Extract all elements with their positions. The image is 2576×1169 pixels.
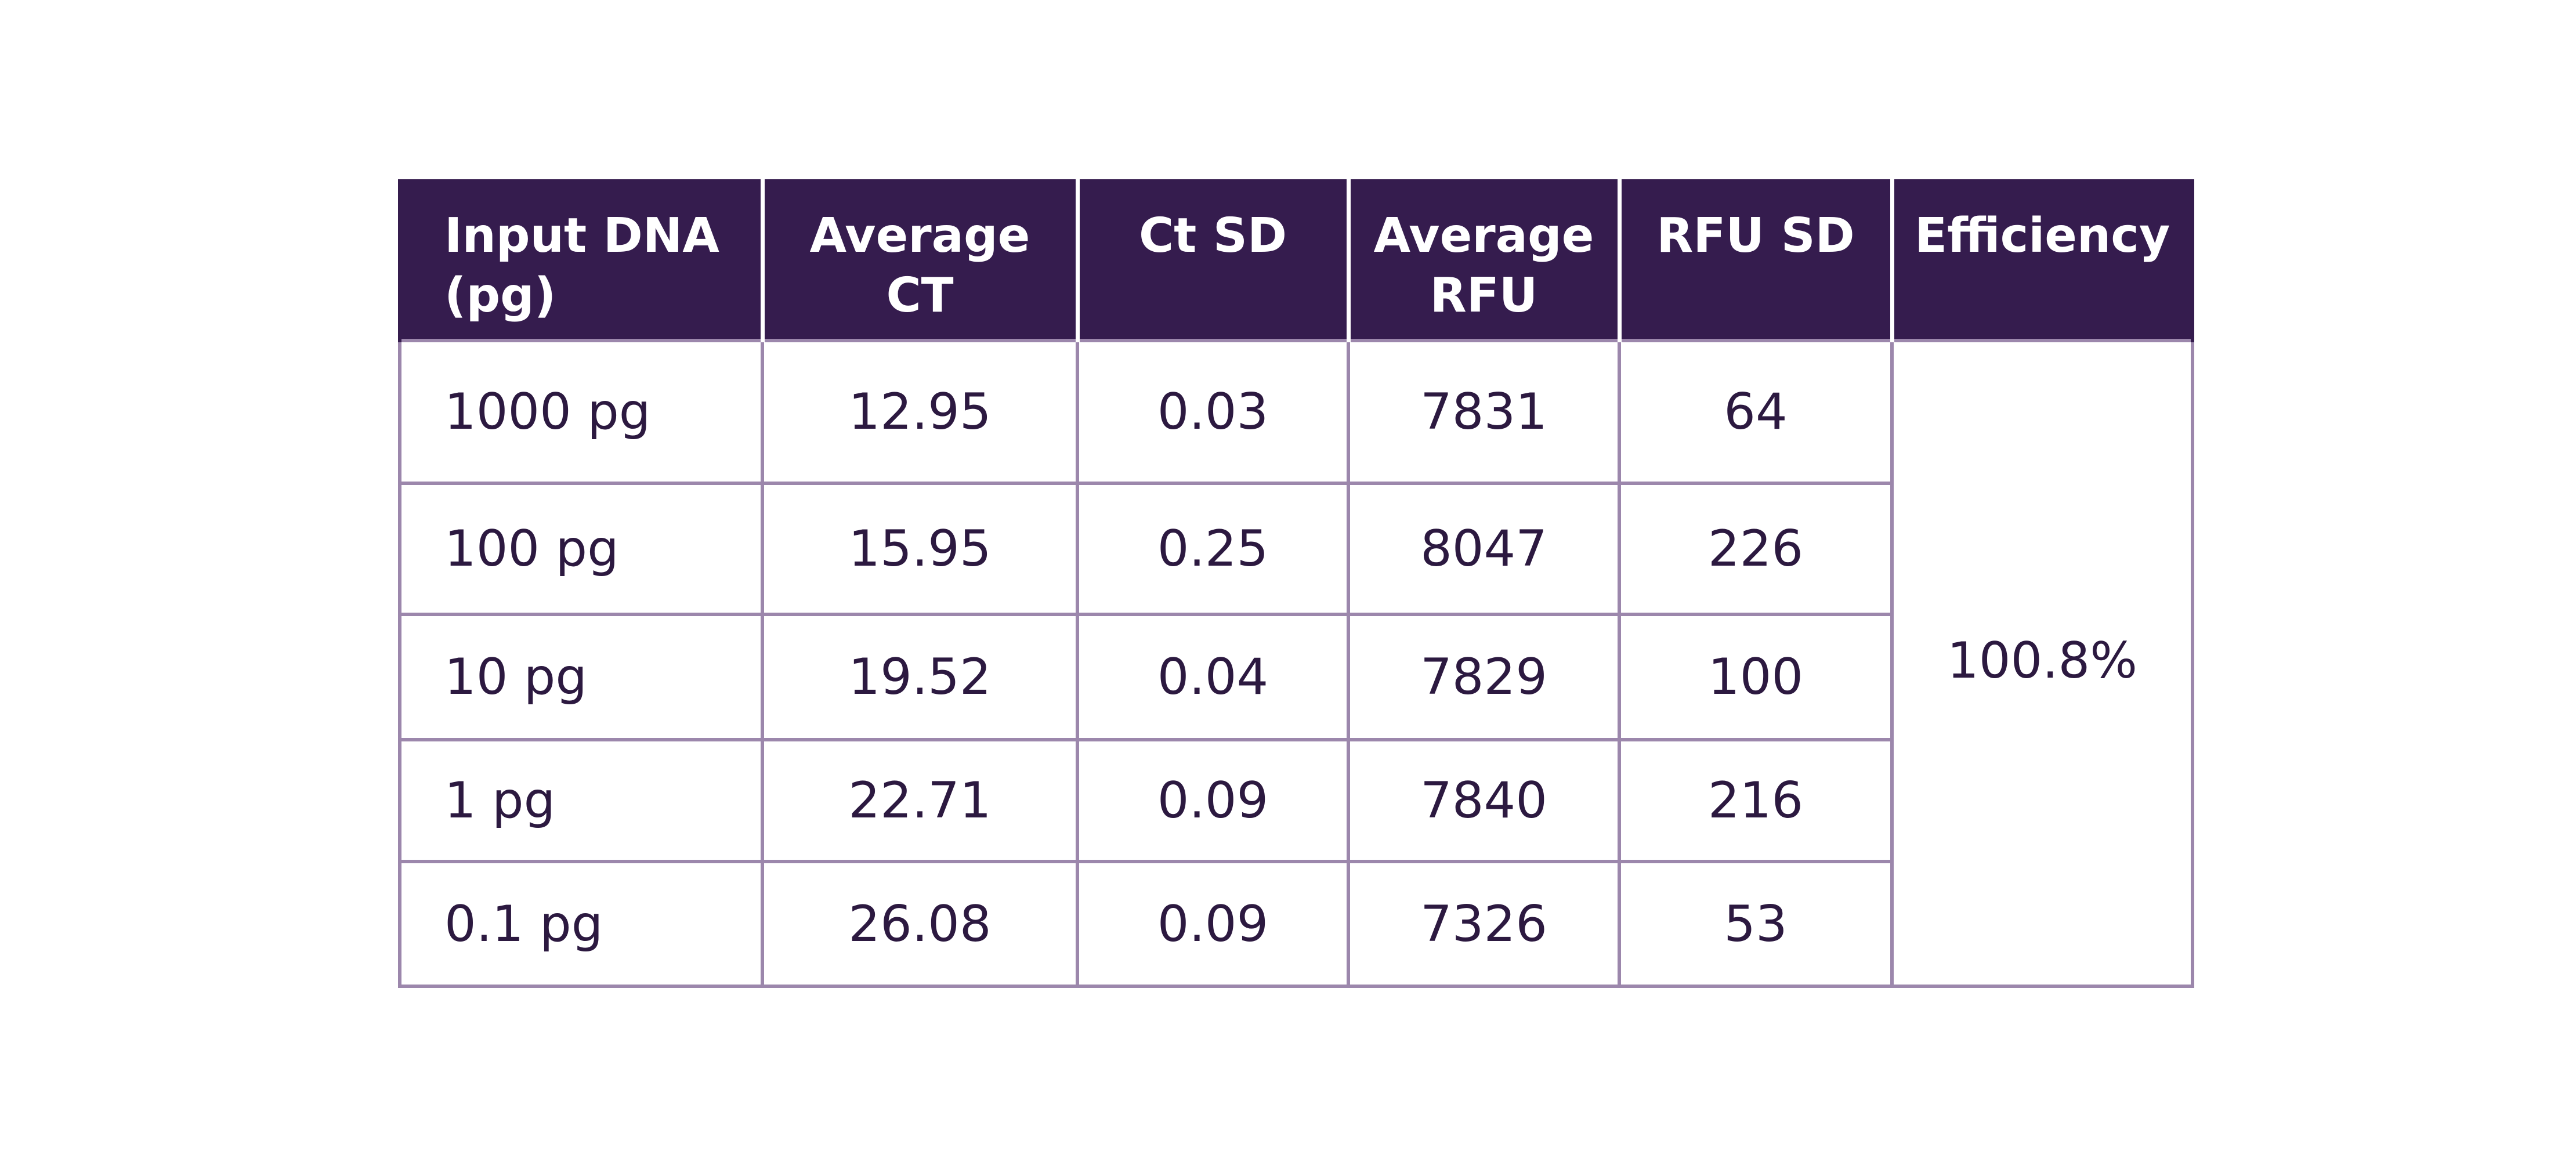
header-rfu-sd: RFU SD — [1617, 179, 1894, 341]
header-efficiency: Efficiency — [1890, 179, 2194, 341]
table-row: 0.1 pg 26.08 0.09 7326 53 — [398, 860, 2193, 988]
cell-efficiency: 100.8% — [1890, 339, 2194, 988]
cell-average-rfu: 7840 — [1347, 738, 1621, 863]
cell-average-ct: 12.95 — [761, 339, 1079, 485]
cell-input-dna: 10 pg — [398, 613, 764, 741]
cell-average-ct: 22.71 — [761, 738, 1079, 863]
cell-ct-sd: 0.04 — [1076, 613, 1350, 741]
cell-average-rfu: 7326 — [1347, 860, 1621, 988]
table-row: 10 pg 19.52 0.04 7829 100 — [398, 613, 2193, 741]
cell-input-dna: 0.1 pg — [398, 860, 764, 988]
cell-ct-sd: 0.25 — [1076, 482, 1350, 616]
table-row: 1000 pg 12.95 0.03 7831 64 100.8% — [398, 339, 2194, 988]
cell-average-ct: 26.08 — [761, 860, 1079, 988]
cell-average-rfu: 7831 — [1347, 339, 1621, 485]
cell-average-ct: 19.52 — [761, 613, 1079, 741]
cell-ct-sd: 0.03 — [1076, 339, 1350, 485]
cell-input-dna: 100 pg — [398, 482, 764, 616]
cell-rfu-sd: 64 — [1618, 339, 1894, 485]
table-header-row: Input DNA (pg) Average CT Ct SD Average … — [398, 179, 2194, 341]
results-table: Input DNA (pg) Average CT Ct SD Average … — [398, 179, 2194, 988]
table-row: 1 pg 22.71 0.09 7840 216 — [398, 738, 2193, 863]
cell-ct-sd: 0.09 — [1076, 738, 1350, 863]
cell-input-dna: 1 pg — [398, 738, 764, 863]
header-input-dna: Input DNA (pg) — [398, 179, 765, 341]
table-row: 100 pg 15.95 0.25 8047 226 — [398, 482, 2193, 616]
cell-rfu-sd: 216 — [1618, 738, 1894, 863]
header-average-rfu: Average RFU — [1346, 179, 1622, 341]
cell-ct-sd: 0.09 — [1076, 860, 1350, 988]
cell-average-rfu: 8047 — [1347, 482, 1621, 616]
cell-rfu-sd: 100 — [1618, 613, 1894, 741]
cell-rfu-sd: 226 — [1618, 482, 1894, 616]
header-ct-sd: Ct SD — [1075, 179, 1351, 341]
header-average-ct: Average CT — [760, 179, 1080, 341]
cell-average-rfu: 7829 — [1347, 613, 1621, 741]
cell-input-dna: 1000 pg — [398, 339, 764, 485]
cell-rfu-sd: 53 — [1618, 860, 1894, 988]
cell-average-ct: 15.95 — [761, 482, 1079, 616]
